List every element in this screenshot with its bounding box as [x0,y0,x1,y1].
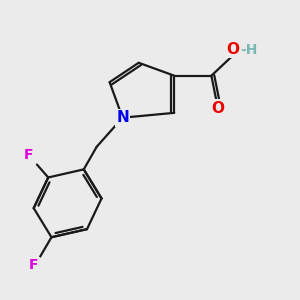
Text: N: N [116,110,129,125]
Text: F: F [29,258,38,272]
Text: O: O [226,42,239,57]
Text: -H: -H [241,43,258,57]
Text: F: F [24,148,34,162]
Text: O: O [211,100,224,116]
